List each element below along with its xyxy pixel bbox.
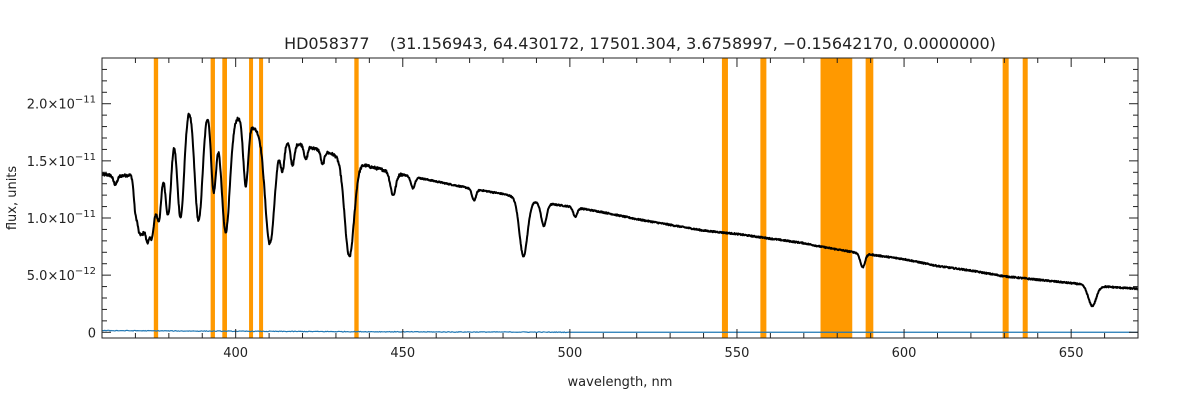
- masked-band-1: [210, 58, 215, 338]
- y-tick-exponent-1: −12: [75, 266, 96, 277]
- x-tick-label-3: 550: [725, 346, 750, 361]
- masked-band-6: [721, 58, 728, 338]
- masked-band-9: [865, 58, 874, 338]
- y-tick-mantissa-3: 1.5×10: [27, 155, 75, 170]
- plot-frame: [101, 57, 1139, 339]
- error-line: [102, 329, 1138, 334]
- y-tick-mantissa-4: 2.0×10: [27, 98, 75, 113]
- x-tick-label-5: 650: [1059, 346, 1084, 361]
- x-axis-label: wavelength, nm: [568, 375, 673, 390]
- y-tick-label-4: 2.0×10−11: [27, 95, 96, 113]
- x-tick-label-2: 500: [557, 346, 582, 361]
- masked-band-3: [249, 58, 254, 338]
- y-tick-mantissa-1: 5.0×10: [27, 269, 75, 284]
- masked-band-7: [760, 58, 767, 338]
- y-tick-mantissa-0: 0: [88, 326, 96, 341]
- x-tick-label-0: 400: [223, 346, 248, 361]
- y-tick-label-0: 0: [88, 326, 96, 341]
- y-tick-exponent-3: −11: [75, 152, 96, 163]
- x-tick-label-1: 450: [390, 346, 415, 361]
- masked-band-2: [222, 58, 227, 338]
- masked-band-8: [820, 58, 853, 338]
- masked-band-0: [153, 58, 159, 338]
- masked-band-4: [259, 58, 264, 338]
- y-tick-mantissa-2: 1.0×10: [27, 212, 75, 227]
- masked-band-10: [1002, 58, 1009, 338]
- spectrum-line: [102, 112, 1138, 308]
- chart-title: HD058377 (31.156943, 64.430172, 17501.30…: [284, 34, 996, 53]
- y-axis-label: flux, units: [5, 166, 20, 231]
- x-tick-label-4: 600: [892, 346, 917, 361]
- y-tick-label-2: 1.0×10−11: [27, 209, 96, 227]
- y-tick-label-3: 1.5×10−11: [27, 152, 96, 170]
- y-tick-label-1: 5.0×10−12: [27, 266, 96, 284]
- masked-band-11: [1022, 58, 1028, 338]
- y-tick-exponent-4: −11: [75, 95, 96, 106]
- y-tick-exponent-2: −11: [75, 209, 96, 220]
